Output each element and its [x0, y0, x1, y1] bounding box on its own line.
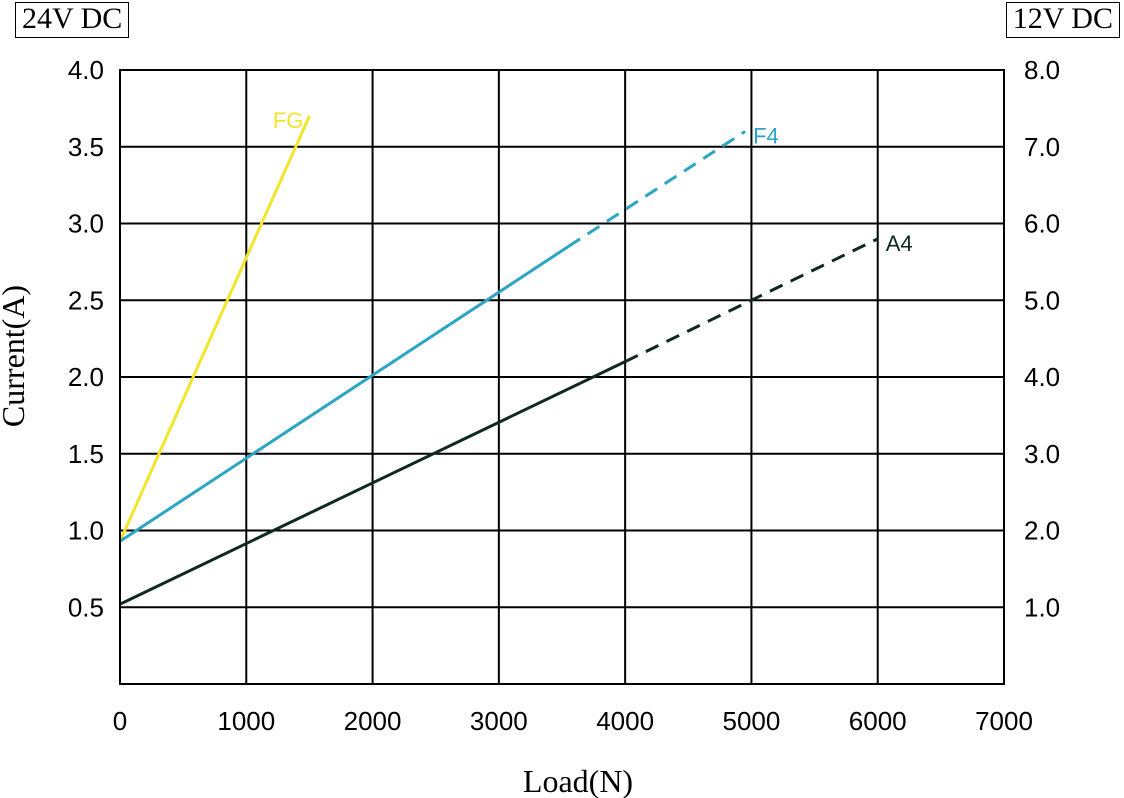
y2-tick-label: 7.0: [1024, 132, 1060, 162]
y2-tick-label: 3.0: [1024, 439, 1060, 469]
y-tick-label: 3.5: [68, 132, 104, 162]
plot-frame: [119, 69, 1005, 685]
series-f4-line: [119, 245, 570, 543]
y-tick-label: 2.0: [68, 362, 104, 392]
y-tick-label: 0.5: [68, 592, 104, 622]
x-tick-label: 0: [113, 706, 127, 736]
y-tick-label: 1.5: [68, 439, 104, 469]
series-a4-dashed-line: [624, 237, 879, 363]
y-tick-label: 4.0: [68, 55, 104, 85]
grid: [120, 70, 1004, 684]
series-f4-dashed-line: [567, 130, 746, 248]
series-fg-line: [118, 115, 311, 542]
y2-tick-label: 5.0: [1024, 285, 1060, 315]
y-axis-label: Current(A): [0, 285, 31, 427]
y2-tick-label: 6.0: [1024, 209, 1060, 239]
voltage-label-24v: 24V DC: [15, 2, 130, 38]
y-tick-label: 3.0: [68, 209, 104, 239]
voltage-label-12v: 12V DC: [1005, 2, 1120, 38]
x-tick-label: 2000: [344, 706, 402, 736]
y2-tick-label: 1.0: [1024, 592, 1060, 622]
y2-tick-label: 4.0: [1024, 362, 1060, 392]
x-tick-label: 4000: [596, 706, 654, 736]
x-tick-label: 7000: [975, 706, 1033, 736]
series-f4-label: F4: [753, 123, 779, 148]
x-tick-label: 3000: [470, 706, 528, 736]
y2-tick-label: 8.0: [1024, 55, 1060, 85]
x-tick-label: 6000: [849, 706, 907, 736]
series-lines: FG F4 A4: [118, 108, 913, 606]
y-tick-label: 2.5: [68, 285, 104, 315]
x-tick-label: 1000: [217, 706, 275, 736]
series-a4-label: A4: [886, 231, 913, 256]
series-a4-line: [119, 360, 626, 606]
y2-tick-label: 2.0: [1024, 516, 1060, 546]
x-tick-label: 5000: [723, 706, 781, 736]
x-axis-label: Load(N): [523, 763, 633, 798]
series-fg-label: FG: [273, 108, 304, 133]
y-tick-label: 1.0: [68, 516, 104, 546]
tick-labels: 0 1000 2000 3000 4000 5000 6000 7000 0.5 1.0 1.5 2.…: [68, 55, 1060, 736]
